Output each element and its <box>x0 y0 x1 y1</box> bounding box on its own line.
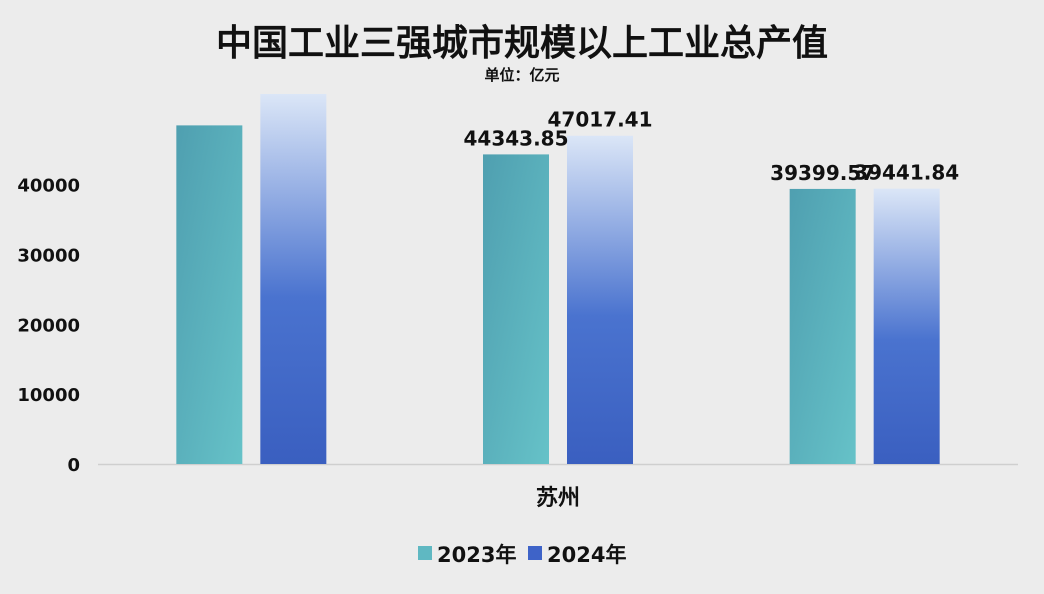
bar-2023 <box>176 125 243 464</box>
y-tick-label: 10000 <box>17 385 80 406</box>
bar-2023 <box>789 188 856 464</box>
y-tick-label: 30000 <box>17 246 80 267</box>
bar-2023 <box>483 154 549 465</box>
chart-subtitle: 单位：亿元 <box>484 66 559 84</box>
data-label: 39399.57 <box>770 161 875 185</box>
legend-label: 2024年 <box>547 543 626 567</box>
legend-label: 2023年 <box>437 543 516 567</box>
y-tick-label: 40000 <box>17 176 80 197</box>
data-label: 44343.85 <box>463 126 568 150</box>
legend-swatch <box>528 546 542 560</box>
bar-2024 <box>873 188 940 464</box>
y-tick-label: 0 <box>67 455 80 476</box>
bar-2024 <box>260 93 327 465</box>
chart-title: 中国工业三强城市规模以上工业总产值 <box>216 23 828 64</box>
bar-2024 <box>567 135 633 465</box>
x-tick-label: 苏州 <box>536 485 580 511</box>
data-label: 39441.84 <box>854 161 959 185</box>
legend-swatch <box>418 546 432 560</box>
data-label: 47017.41 <box>547 108 652 132</box>
y-tick-label: 20000 <box>17 315 80 336</box>
